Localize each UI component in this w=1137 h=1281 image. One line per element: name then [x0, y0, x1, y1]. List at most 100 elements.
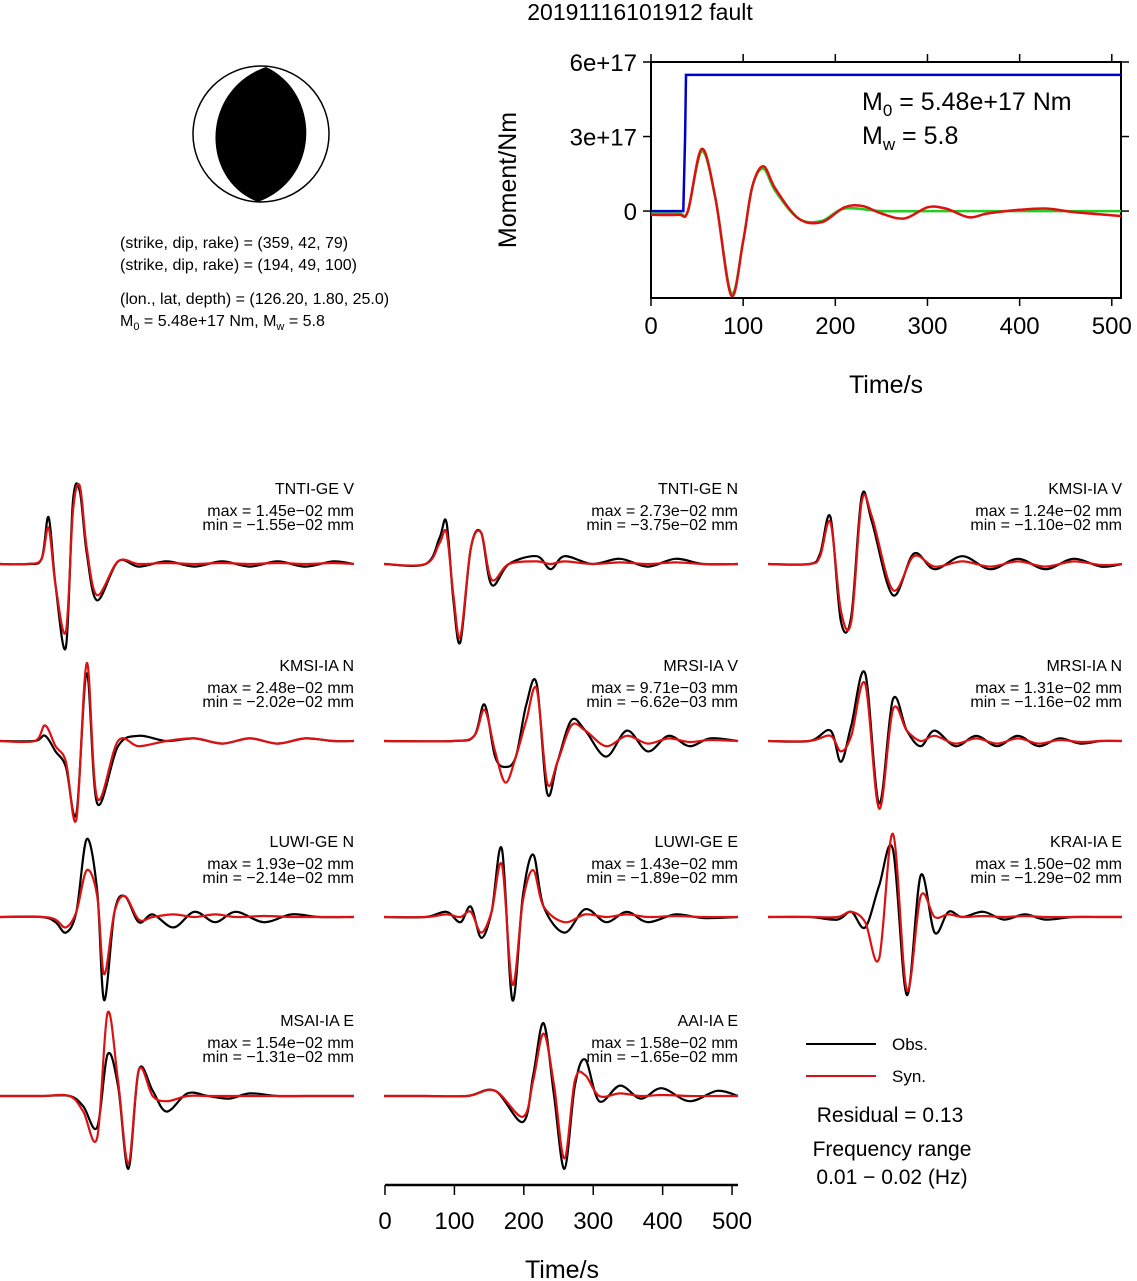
station-name: KMSI-IA V — [1048, 481, 1122, 498]
waveform-time-axis: 0 100 200 300 400 500 Time/s — [378, 1183, 752, 1281]
moment-mw-value: = 5.8 — [895, 122, 958, 150]
focal-moment-value: = 5.48e+17 Nm, M — [139, 313, 276, 330]
focal-moment-sub: 0 — [133, 321, 139, 333]
station-min: min = −1.65e−02 mm — [586, 1049, 738, 1066]
waveform-xtick-label: 300 — [573, 1208, 613, 1235]
synthetic-trace — [0, 868, 354, 976]
station-max: max = 1.58e−02 mm — [591, 1035, 738, 1052]
station-max: max = 1.43e−02 mm — [591, 856, 738, 873]
beachball-compressional-lobe — [215, 67, 307, 202]
station-max: max = 1.31e−02 mm — [975, 680, 1122, 697]
moment-mw-m: M — [862, 122, 883, 150]
frequency-range-value: 0.01 − 0.02 (Hz) — [816, 1166, 967, 1189]
synthetic-trace — [0, 661, 355, 823]
focal-mw-sub: w — [275, 321, 284, 333]
moment-series-line — [650, 150, 1121, 295]
moment-xtick-label: 500 — [1092, 313, 1132, 340]
synthetic-trace — [0, 1010, 354, 1165]
station-name: MRSI-IA N — [1046, 658, 1122, 675]
waveform-xtick-label: 200 — [504, 1208, 544, 1235]
focal-plane-2: (strike, dip, rake) = (194, 49, 100) — [120, 257, 357, 274]
focal-moment: M0 = 5.48e+17 Nm, Mw = 5.8 — [120, 313, 325, 333]
station-max: max = 1.50e−02 mm — [975, 856, 1122, 873]
station-max: max = 1.93e−02 mm — [207, 856, 354, 873]
station-min: min = −2.14e−02 mm — [202, 870, 354, 887]
station-max: max = 1.54e−02 mm — [207, 1035, 354, 1052]
station-min: min = −1.31e−02 mm — [202, 1049, 354, 1066]
figure-title: 20191116101912 fault — [527, 0, 753, 25]
moment-ytick-label: 0 — [624, 199, 637, 226]
moment-xlabel: Time/s — [849, 371, 923, 399]
station-name: AAI-IA E — [678, 1013, 738, 1030]
synthetic-trace — [767, 680, 1123, 810]
moment-xtick-label: 400 — [1000, 313, 1040, 340]
station-name: TNTI-GE N — [658, 481, 738, 498]
station-name: MRSI-IA V — [663, 658, 738, 675]
observed-trace — [383, 678, 739, 797]
station-max: max = 2.48e−02 mm — [207, 680, 354, 697]
moment-rate-panel: 0 100 200 300 400 500 0 3e+17 6e+17 Moment/Nm Ti… — [494, 50, 1132, 399]
waveform-xtick-label: 500 — [712, 1208, 752, 1235]
moment-m0-annotation: M0 = 5.48e+17 Nm — [862, 88, 1072, 120]
station-max: max = 9.71e−03 mm — [591, 680, 738, 697]
moment-axis-ticks: 0 100 200 300 400 500 0 3e+17 6e+17 — [570, 50, 1132, 340]
legend-obs-label: Obs. — [892, 1035, 928, 1054]
moment-ytick-label: 6e+17 — [570, 50, 637, 77]
moment-xtick-label: 200 — [815, 313, 855, 340]
synthetic-trace — [383, 528, 739, 640]
moment-m0-m: M — [862, 88, 883, 116]
moment-m0-value: = 5.48e+17 Nm — [892, 88, 1071, 116]
synthetic-trace — [383, 685, 739, 787]
station-name: KMSI-IA N — [279, 658, 354, 675]
moment-plot-frame — [650, 61, 1122, 299]
waveform-xtick-label: 400 — [643, 1208, 683, 1235]
station-name: MSAI-IA E — [280, 1013, 354, 1030]
station-name: TNTI-GE V — [275, 481, 354, 498]
station-min: min = −1.10e−02 mm — [970, 517, 1122, 534]
beachball — [192, 65, 330, 203]
station-min: min = −1.89e−02 mm — [586, 870, 738, 887]
moment-mw-sub: w — [882, 135, 896, 154]
moment-series-line — [650, 147, 1122, 298]
synthetic-trace — [768, 832, 1122, 992]
observed-trace — [767, 490, 1123, 634]
station-min: min = −2.02e−02 mm — [202, 694, 354, 711]
moment-mw-annotation: Mw = 5.8 — [862, 122, 958, 154]
residual-label: Residual = 0.13 — [817, 1104, 964, 1127]
moment-ylabel: Moment/Nm — [494, 112, 522, 248]
observed-trace — [383, 518, 739, 645]
moment-series-line — [651, 73, 1121, 213]
station-name: LUWI-GE E — [654, 834, 738, 851]
focal-location: (lon., lat, depth) = (126.20, 1.80, 25.0… — [120, 291, 389, 308]
observed-trace — [0, 1051, 354, 1170]
moment-ytick-label: 3e+17 — [570, 125, 637, 152]
legend-syn-label: Syn. — [892, 1067, 926, 1086]
legend: Obs. Syn. — [806, 1035, 928, 1086]
moment-xtick-label: 100 — [723, 313, 763, 340]
focal-info: (strike, dip, rake) = (359, 42, 79) (str… — [120, 235, 389, 333]
station-max: max = 2.73e−02 mm — [591, 503, 738, 520]
station-min: min = −1.29e−02 mm — [970, 870, 1122, 887]
station-min: min = −1.16e−02 mm — [970, 694, 1122, 711]
station-min: min = −6.62e−03 mm — [586, 694, 738, 711]
station-min: min = −1.55e−02 mm — [202, 517, 354, 534]
station-max: max = 1.45e−02 mm — [207, 503, 354, 520]
focal-mw-value: = 5.8 — [284, 313, 325, 330]
moment-series — [650, 73, 1122, 298]
station-min: min = −3.75e−02 mm — [586, 517, 738, 534]
station-max: max = 1.24e−02 mm — [975, 503, 1122, 520]
station-name: KRAI-IA E — [1050, 834, 1122, 851]
synthetic-trace — [767, 493, 1123, 632]
